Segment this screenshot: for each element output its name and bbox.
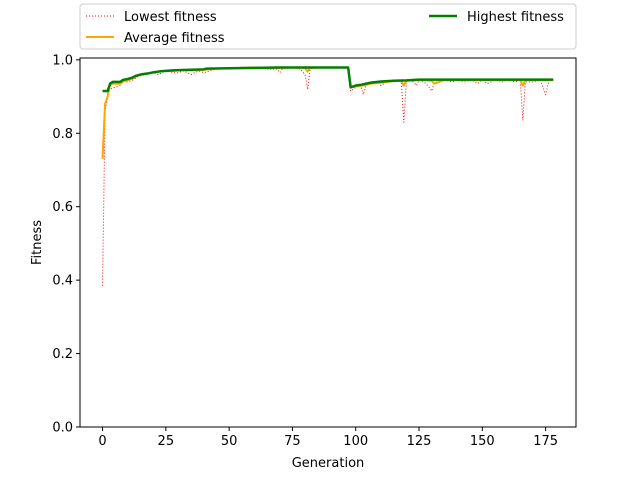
series-line-highest	[102, 66, 554, 93]
x-tick-label: 0	[98, 434, 106, 449]
legend-label-average: Average fitness	[124, 31, 225, 46]
y-axis-label: Fitness	[30, 220, 45, 265]
x-tick-label: 100	[343, 434, 368, 449]
x-tick-label: 25	[158, 434, 175, 449]
x-tick-label: 50	[221, 434, 238, 449]
y-axis-ticks: 0.0 0.2 0.4 0.6 0.8 1.0	[52, 53, 80, 436]
x-tick-label: 150	[470, 434, 495, 449]
y-tick-label: 0.2	[52, 347, 73, 362]
x-tick-label: 75	[284, 434, 301, 449]
y-tick-label: 0.8	[52, 127, 73, 142]
x-tick-label: 175	[533, 434, 558, 449]
x-axis-ticks: 0 25 50 75 100 125 150 175	[98, 427, 558, 449]
plot-frame	[79, 57, 577, 428]
x-axis-label: Generation	[292, 456, 365, 471]
y-tick-label: 0.6	[52, 200, 73, 215]
plot-lines	[101, 66, 554, 286]
y-tick-label: 0.4	[52, 274, 73, 289]
y-tick-label: 0.0	[52, 421, 73, 436]
legend: Lowest fitness Average fitness Highest f…	[79, 3, 577, 50]
x-tick-label: 125	[407, 434, 432, 449]
legend-label-lowest: Lowest fitness	[124, 10, 217, 25]
legend-label-highest: Highest fitness	[467, 10, 564, 25]
y-tick-label: 1.0	[52, 53, 73, 68]
